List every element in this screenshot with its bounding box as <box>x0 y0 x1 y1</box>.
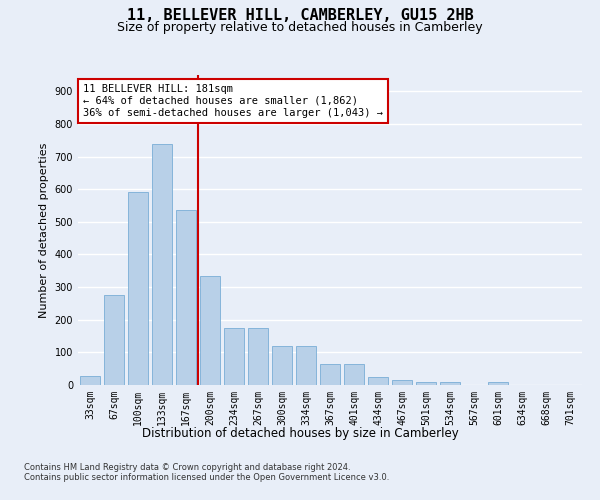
Text: Distribution of detached houses by size in Camberley: Distribution of detached houses by size … <box>142 428 458 440</box>
Y-axis label: Number of detached properties: Number of detached properties <box>39 142 49 318</box>
Bar <box>224 328 244 385</box>
Bar <box>80 376 100 385</box>
Text: 11 BELLEVER HILL: 181sqm
← 64% of detached houses are smaller (1,862)
36% of sem: 11 BELLEVER HILL: 181sqm ← 64% of detach… <box>83 84 383 117</box>
Bar <box>176 210 196 385</box>
Bar <box>488 382 508 385</box>
Bar <box>248 328 268 385</box>
Bar <box>128 192 148 385</box>
Bar <box>296 346 316 385</box>
Bar <box>392 380 412 385</box>
Text: Contains HM Land Registry data © Crown copyright and database right 2024.
Contai: Contains HM Land Registry data © Crown c… <box>24 462 389 482</box>
Text: Size of property relative to detached houses in Camberley: Size of property relative to detached ho… <box>117 21 483 34</box>
Bar <box>320 364 340 385</box>
Bar <box>344 364 364 385</box>
Bar <box>368 377 388 385</box>
Bar <box>104 296 124 385</box>
Bar <box>152 144 172 385</box>
Bar <box>272 346 292 385</box>
Bar <box>440 382 460 385</box>
Bar <box>416 382 436 385</box>
Text: 11, BELLEVER HILL, CAMBERLEY, GU15 2HB: 11, BELLEVER HILL, CAMBERLEY, GU15 2HB <box>127 8 473 22</box>
Bar <box>200 276 220 385</box>
